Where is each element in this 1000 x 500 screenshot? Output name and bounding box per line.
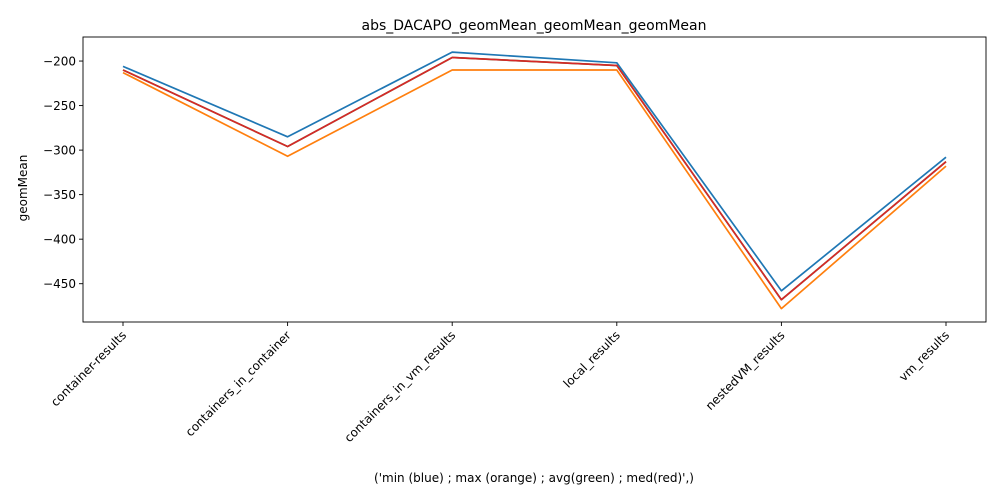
y-tick-label: −300 <box>43 144 76 158</box>
y-axis-label: geomMean <box>16 155 30 222</box>
x-axis-label: ('min (blue) ; max (orange) ; avg(green)… <box>374 471 694 485</box>
y-tick-label: −450 <box>43 277 76 291</box>
chart-title: abs_DACAPO_geomMean_geomMean_geomMean <box>362 18 707 34</box>
axes-frame <box>82 36 987 323</box>
y-tick-label: −200 <box>43 55 76 69</box>
y-tick-label: −250 <box>43 99 76 113</box>
series-line-0 <box>122 51 947 292</box>
series-line-3 <box>122 56 947 301</box>
y-tick-label: −400 <box>43 233 76 247</box>
series-line-1 <box>122 69 947 310</box>
y-tick-label: −350 <box>43 188 76 202</box>
